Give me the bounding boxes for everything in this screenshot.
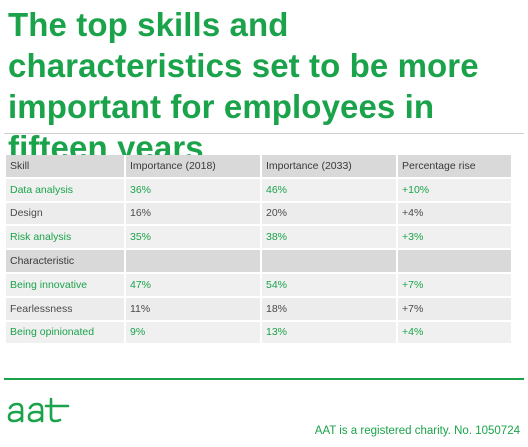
- column-header: Importance (2018): [126, 155, 262, 179]
- table-row: Design 16% 20% +4%: [6, 202, 513, 227]
- value-rise: +7%: [398, 273, 513, 298]
- page-title: The top skills and characteristics set t…: [8, 6, 479, 166]
- aat-logo: [6, 391, 70, 436]
- value-2033: 38%: [262, 226, 398, 251]
- column-header: Importance (2033): [262, 155, 398, 179]
- section-header-row: Characteristic: [6, 250, 513, 274]
- bottom-divider: [4, 378, 524, 380]
- row-label: Fearlessness: [6, 297, 126, 322]
- table-row: Fearlessness 11% 18% +7%: [6, 297, 513, 322]
- value-rise: +3%: [398, 226, 513, 251]
- value-rise: +4%: [398, 202, 513, 227]
- value-2018: 35%: [126, 226, 262, 251]
- column-header: Percentage rise: [398, 155, 513, 179]
- value-2033: 20%: [262, 202, 398, 227]
- value-2018: 36%: [126, 178, 262, 203]
- table-row: Data analysis 36% 46% +10%: [6, 178, 513, 203]
- value-2018: 16%: [126, 202, 262, 227]
- aat-logo-icon: [7, 397, 70, 423]
- section-header: Characteristic: [6, 250, 126, 274]
- value-2018: 11%: [126, 297, 262, 322]
- row-label: Data analysis: [6, 178, 126, 203]
- column-header: Skill: [6, 155, 126, 179]
- value-rise: +4%: [398, 321, 513, 346]
- value-2033: 54%: [262, 273, 398, 298]
- row-label: Being innovative: [6, 273, 126, 298]
- value-2018: 9%: [126, 321, 262, 346]
- value-2018: 47%: [126, 273, 262, 298]
- value-rise: +10%: [398, 178, 513, 203]
- value-2033: 18%: [262, 297, 398, 322]
- table-row: Risk analysis 35% 38% +3%: [6, 226, 513, 251]
- row-label: Being opinionated: [6, 321, 126, 346]
- top-divider: [4, 133, 524, 134]
- table-header-row: Skill Importance (2018) Importance (2033…: [6, 155, 513, 179]
- charity-footer: AAT is a registered charity. No. 1050724: [314, 425, 520, 437]
- value-2033: 13%: [262, 321, 398, 346]
- skills-table: Skill Importance (2018) Importance (2033…: [6, 155, 513, 346]
- row-label: Design: [6, 202, 126, 227]
- row-label: Risk analysis: [6, 226, 126, 251]
- value-2033: 46%: [262, 178, 398, 203]
- table-row: Being opinionated 9% 13% +4%: [6, 321, 513, 346]
- value-rise: +7%: [398, 297, 513, 322]
- table-row: Being innovative 47% 54% +7%: [6, 273, 513, 298]
